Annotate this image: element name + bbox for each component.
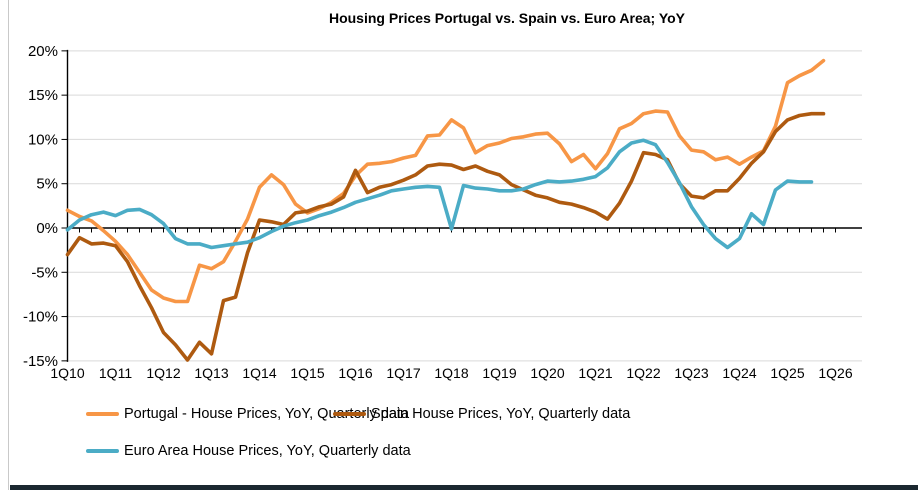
legend-label-euro-area: Euro Area House Prices, YoY, Quarterly d… [124,443,411,459]
svg-text:-15%: -15% [23,353,58,370]
legend-swatch-spain-line [333,412,366,416]
series-1 [65,111,826,362]
y-axis [61,49,69,362]
svg-text:1Q11: 1Q11 [99,365,132,381]
svg-text:1Q12: 1Q12 [146,365,180,381]
legend-item-portugal: Portugal - House Prices, YoY, Quarterly … [86,404,409,424]
svg-text:1Q20: 1Q20 [530,365,564,381]
zero-axis [67,227,862,233]
chart-title: Housing Prices Portugal vs. Spain vs. Eu… [328,10,686,26]
svg-text:15%: 15% [28,87,58,104]
y-tick-labels: 20% 15% 10% 5% 0% -5% -10% -15% [23,43,58,370]
legend-label-spain: Spain House Prices, YoY, Quarterly data [371,406,631,422]
svg-text:1Q24: 1Q24 [722,365,756,381]
svg-text:1Q18: 1Q18 [434,365,468,381]
line-chart-plot: 20% 15% 10% 5% 0% -5% -10% -15%1Q10 1Q11 1Q12 1Q13… [23,43,862,381]
svg-text:1Q26: 1Q26 [818,365,852,381]
legend-swatch-portugal-line [86,412,119,416]
x-tick-labels: 1Q10 1Q11 1Q12 1Q13 1Q14 1Q15 1Q16 1Q17 1Q18 1Q19… [50,365,852,381]
svg-text:1Q10: 1Q10 [50,365,84,381]
svg-text:5%: 5% [36,176,58,193]
series-2 [65,138,814,250]
svg-text:0%: 0% [36,220,58,237]
svg-text:1Q21: 1Q21 [578,365,612,381]
svg-text:10%: 10% [28,131,58,148]
svg-text:1Q16: 1Q16 [338,365,372,381]
gridlines [67,50,862,362]
legend-swatch-euro-area-line [86,449,119,453]
svg-text:1Q25: 1Q25 [770,365,804,381]
svg-text:-5%: -5% [31,264,58,281]
legend-item-euro-area: Euro Area House Prices, YoY, Quarterly d… [86,441,411,461]
svg-text:1Q14: 1Q14 [242,365,276,381]
svg-text:1Q23: 1Q23 [674,365,708,381]
svg-text:1Q15: 1Q15 [290,365,324,381]
svg-text:1Q19: 1Q19 [482,365,516,381]
svg-text:1Q13: 1Q13 [194,365,228,381]
left-edge-rule [8,0,9,490]
svg-text:20%: 20% [28,43,58,60]
legend-label-portugal: Portugal - House Prices, YoY, Quarterly … [124,406,410,422]
svg-text:1Q17: 1Q17 [386,365,420,381]
legend-item-spain: Spain House Prices, YoY, Quarterly data [333,404,630,424]
svg-text:1Q22: 1Q22 [626,365,660,381]
bottom-accent-bar [10,485,918,490]
series-0 [65,58,826,304]
svg-text:-10%: -10% [23,309,58,326]
